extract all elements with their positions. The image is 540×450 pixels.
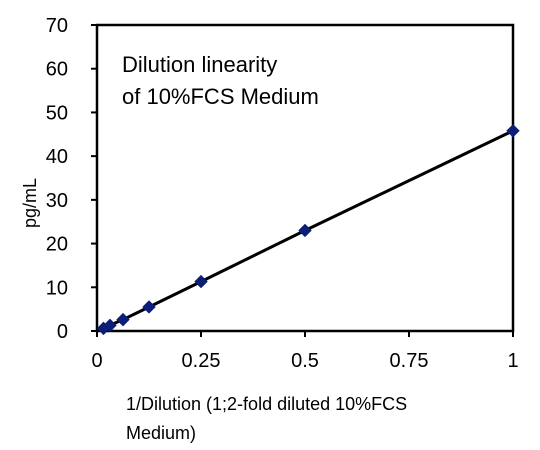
series-layer xyxy=(96,124,520,336)
y-tick-label: 70 xyxy=(46,15,68,37)
x-tick-label: 0.5 xyxy=(291,350,319,372)
data-point-marker xyxy=(506,124,520,138)
chart-annotation-line-2: of 10%FCS Medium xyxy=(122,84,319,109)
x-tick-label: 0.75 xyxy=(390,350,429,372)
x-axis-label-line-1: 1/Dilution (1;2-fold diluted 10%FCS xyxy=(126,394,407,414)
y-tick-label: 50 xyxy=(46,102,68,124)
y-tick-label: 0 xyxy=(57,321,68,343)
x-tick-label: 0 xyxy=(91,350,102,372)
data-point-marker xyxy=(298,223,312,238)
y-axis-label: pg/mL xyxy=(20,178,40,228)
y-tick-label: 60 xyxy=(46,59,68,81)
data-point-marker xyxy=(142,300,156,314)
y-axis-ticks: 0 10 20 30 40 50 60 70 xyxy=(46,15,97,343)
x-tick-label: 1 xyxy=(507,350,518,372)
data-point-marker xyxy=(194,274,208,289)
y-tick-label: 20 xyxy=(46,234,68,256)
chart-annotation-line-1: Dilution linearity xyxy=(122,52,277,77)
y-tick-label: 40 xyxy=(46,146,68,168)
y-tick-label: 10 xyxy=(46,277,68,299)
data-point-marker xyxy=(116,312,130,327)
x-axis-ticks: 0 0.25 0.5 0.75 1 xyxy=(91,331,519,372)
y-tick-label: 30 xyxy=(46,190,68,212)
plot-area-frame xyxy=(95,23,515,333)
data-point-marker xyxy=(103,318,117,333)
x-axis-label-line-2: Medium) xyxy=(126,423,196,443)
x-tick-label: 0.25 xyxy=(182,350,221,372)
